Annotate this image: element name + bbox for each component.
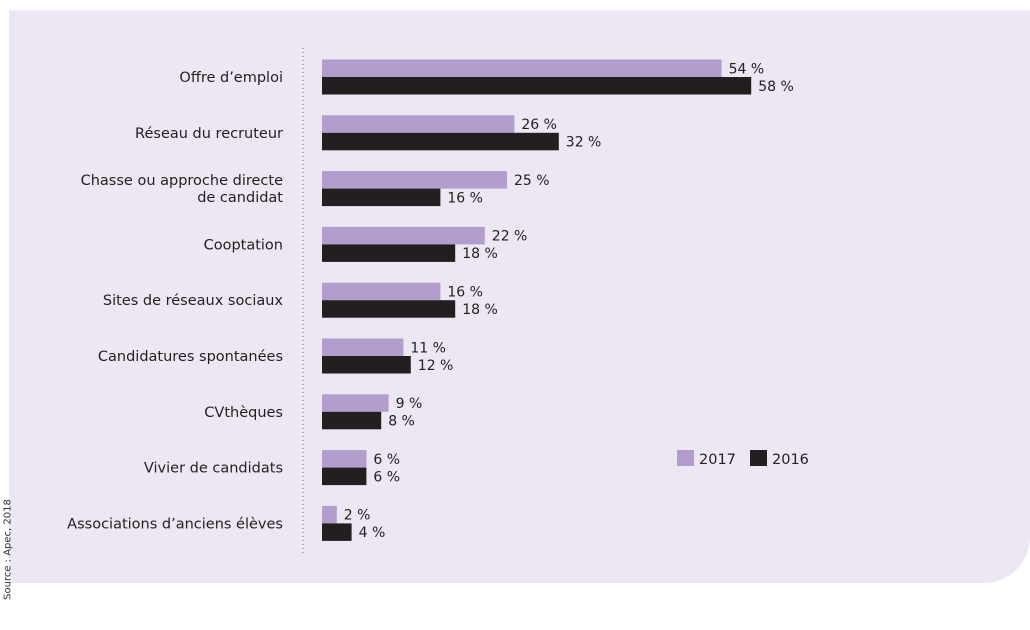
bars-layer: Offre d’emploi 54 % 58 % Réseau du recruteu… [67,59,794,541]
value-label-2017: 11 % [410,340,446,356]
legend-swatch-2017 [677,450,694,466]
bar-2016 [322,244,456,262]
legend-label-2016: 2016 [772,452,809,468]
bar-2016 [322,77,752,95]
source-note: Source : Apec, 2018 [2,499,14,600]
bar-2017 [322,115,515,133]
bar-2016 [322,132,559,151]
value-label-2017: 9 % [396,396,423,412]
bar-2017 [322,338,404,356]
category-label: Réseau du recruteur [135,126,283,142]
bar-chart: Offre d’emploi 54 % 58 % Réseau du recruteu… [67,48,809,556]
bar-2016 [322,467,367,486]
value-label-2017: 22 % [492,229,528,245]
bar-2016 [322,300,456,318]
value-label-2016: 4 % [359,525,386,541]
bar-2017 [322,505,337,524]
chart-panel [9,10,1030,583]
category-label: Associations d’anciens élèves [67,516,283,532]
value-label-2016: 32 % [566,135,602,151]
category-label: Sites de réseaux sociaux [103,293,284,309]
bar-2017 [322,59,722,77]
bar-2017 [322,226,485,245]
value-label-2016: 6 % [373,469,400,485]
category-label: Candidatures spontanées [98,349,283,365]
value-label-2016: 18 % [462,302,498,318]
value-label-2017: 16 % [447,284,483,300]
bar-2016 [322,356,411,374]
category-label: Cooptation [204,237,283,253]
legend: 2017 2016 [677,450,809,468]
category-label: Vivier de candidats [144,461,283,477]
value-label-2016: 16 % [447,190,483,206]
legend-swatch-2016 [750,450,767,466]
value-label-2017: 25 % [514,173,550,189]
bar-2017 [322,171,507,189]
category-label: Chasse ou approche directe de candidat [81,173,284,206]
bar-2016 [322,523,352,541]
value-label-2016: 12 % [418,358,454,374]
bar-2016 [322,188,441,207]
value-label-2017: 54 % [729,61,765,77]
value-label-2016: 58 % [758,79,794,95]
value-label-2016: 8 % [388,414,415,430]
value-label-2017: 26 % [521,117,557,133]
value-label-2017: 6 % [373,452,400,468]
category-label: CVthèques [204,405,283,421]
value-label-2017: 2 % [344,508,371,524]
category-label: Offre d’emploi [179,70,283,86]
legend-label-2017: 2017 [699,452,736,468]
bar-2017 [322,450,367,468]
bar-2017 [322,394,389,412]
bar-2017 [322,282,441,301]
value-label-2016: 18 % [462,246,498,262]
bar-2016 [322,411,382,430]
